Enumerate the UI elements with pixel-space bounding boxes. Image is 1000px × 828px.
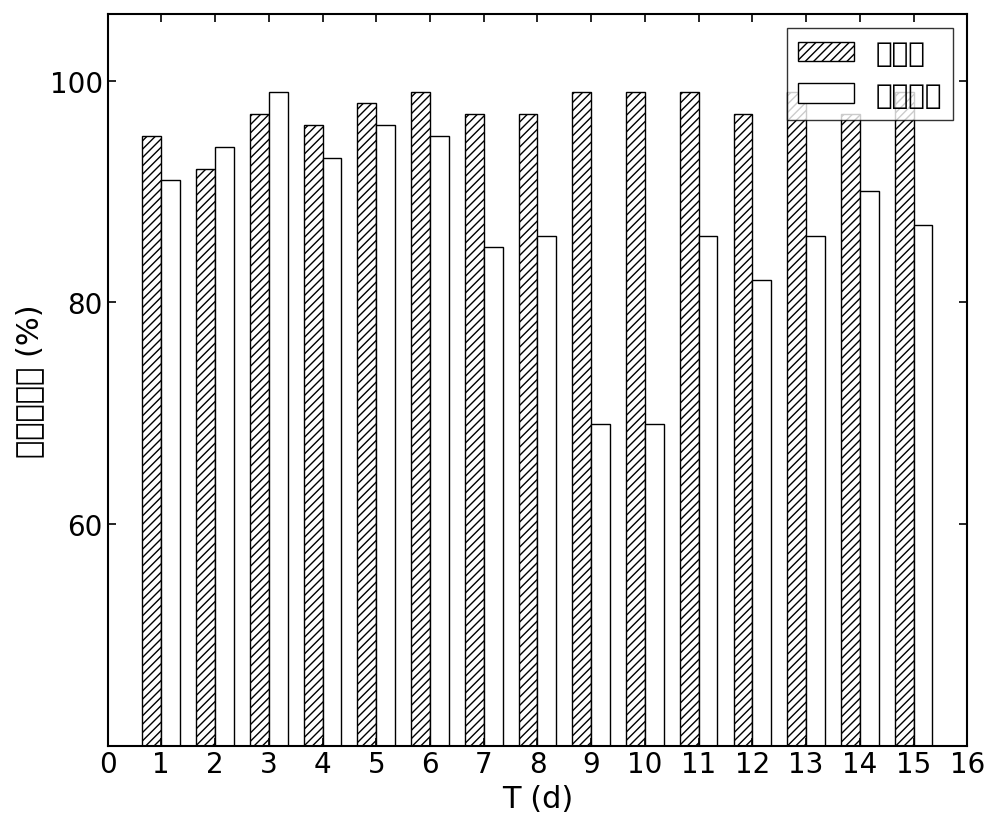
Bar: [752, 281, 771, 828]
Y-axis label: 氨氮去除率 (%): 氨氮去除率 (%): [15, 304, 44, 457]
Bar: [572, 93, 591, 828]
Bar: [626, 93, 645, 828]
Bar: [161, 181, 180, 828]
Bar: [519, 114, 537, 828]
Bar: [680, 93, 699, 828]
Bar: [841, 114, 860, 828]
Bar: [430, 137, 449, 828]
Bar: [376, 126, 395, 828]
Bar: [250, 114, 269, 828]
Bar: [914, 225, 932, 828]
Bar: [591, 425, 610, 828]
Bar: [484, 248, 503, 828]
Bar: [304, 126, 323, 828]
Bar: [142, 137, 161, 828]
Bar: [645, 425, 664, 828]
Bar: [357, 104, 376, 828]
Bar: [806, 237, 825, 828]
Bar: [215, 148, 234, 828]
Bar: [537, 237, 556, 828]
Bar: [196, 170, 215, 828]
Bar: [734, 114, 752, 828]
Bar: [465, 114, 484, 828]
X-axis label: T (d): T (d): [502, 784, 573, 813]
Bar: [411, 93, 430, 828]
Bar: [860, 192, 879, 828]
Bar: [787, 93, 806, 828]
Bar: [322, 159, 341, 828]
Bar: [699, 237, 717, 828]
Bar: [269, 93, 288, 828]
Bar: [895, 93, 914, 828]
Legend: 联氨组, 氯酸鐵组: 联氨组, 氯酸鐵组: [787, 29, 953, 121]
